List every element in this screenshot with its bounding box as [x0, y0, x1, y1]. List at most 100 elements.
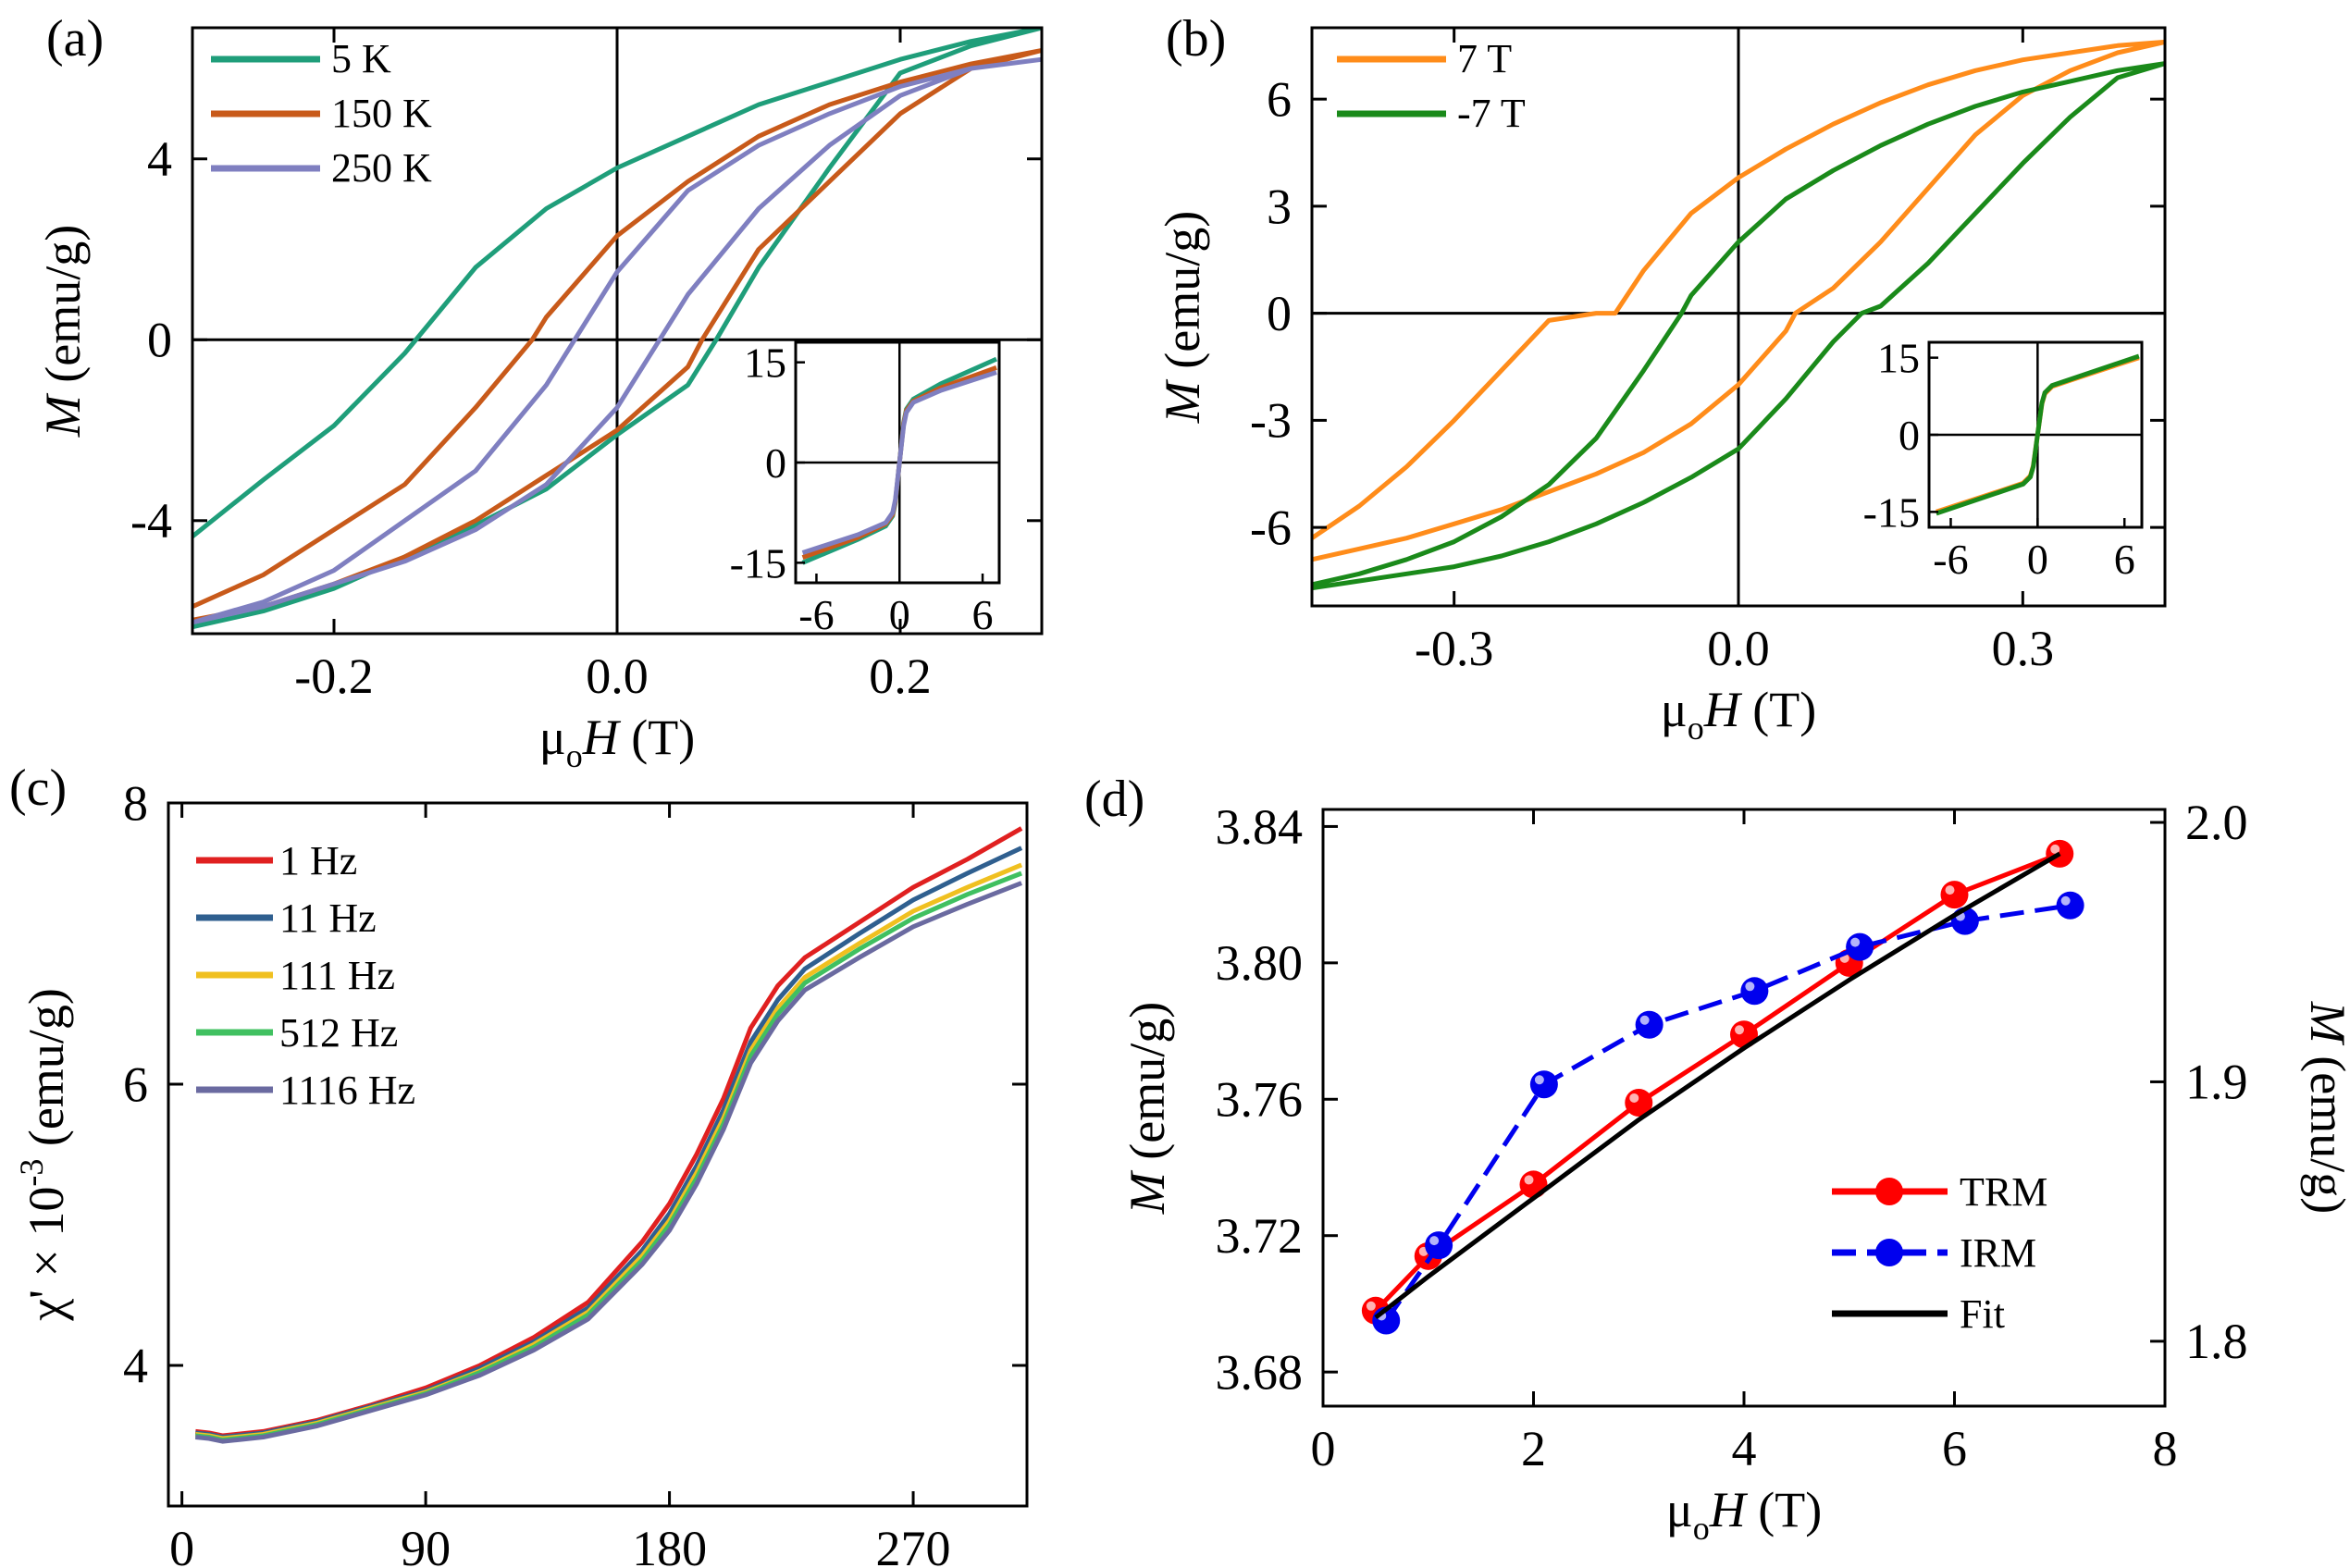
inset-x-tick-label: 6	[2114, 536, 2135, 583]
series-line-2	[1374, 851, 2061, 1320]
series-line-1	[1312, 61, 2165, 591]
x-tick-label: 0.3	[1992, 621, 2055, 676]
data-point-highlight	[2060, 895, 2071, 906]
y-tick-label: 6	[1267, 72, 1292, 128]
legend-label: -7 T	[1457, 91, 1526, 136]
panel-label: (b)	[1166, 10, 1226, 68]
x-axis-label-unit: (T)	[619, 710, 695, 765]
inset-x-tick-label: 0	[889, 591, 910, 638]
panel-label: (a)	[46, 10, 104, 68]
x-axis-label-sub: o	[1693, 1510, 1710, 1547]
data-point-highlight	[1639, 1015, 1650, 1025]
inset-y-tick-label: 0	[1899, 412, 1920, 459]
x-tick-label: -0.3	[1415, 621, 1493, 676]
inset-x-tick-label: 6	[972, 591, 994, 638]
legend-label: IRM	[1960, 1230, 2036, 1276]
y-axis-label-var: M	[1155, 378, 1210, 424]
y2-tick-label: 1.8	[2185, 1314, 2248, 1369]
legend-label: Fit	[1960, 1291, 2005, 1337]
x-axis-label-unit: (T)	[1746, 1482, 1822, 1537]
x-axis-label: μoH (T)	[1666, 1482, 1822, 1547]
y-tick-label: 3.72	[1216, 1208, 1304, 1264]
legend-label: 111 Hz	[279, 953, 395, 998]
x-tick-label: 2	[1521, 1421, 1546, 1476]
y-axis-label-unit: (emu/g)	[19, 988, 74, 1158]
x-tick-label: 0.0	[586, 648, 649, 704]
legend-label: 7 T	[1457, 36, 1512, 81]
data-point	[1740, 977, 1769, 1006]
inset-series-line-1	[1936, 353, 2140, 516]
panel-label: (c)	[9, 759, 67, 817]
data-point	[1940, 881, 1969, 909]
x-tick-label: 0.0	[1707, 621, 1770, 676]
y-tick-label: 3	[1267, 179, 1292, 234]
series-line-2	[195, 862, 1023, 1441]
y-axis-label-var: M	[2300, 1001, 2350, 1046]
legend-label: 1 Hz	[279, 838, 357, 883]
y-tick-label: 4	[147, 131, 172, 187]
plot-frame	[1321, 808, 2167, 1408]
data-point-highlight	[1850, 937, 1861, 947]
inset-y-tick-label: 0	[765, 439, 786, 487]
series-line-1	[192, 47, 1042, 623]
y-axis-label-var: M	[1119, 1169, 1175, 1215]
data-point	[1425, 1231, 1453, 1260]
x-tick-label: 6	[1942, 1421, 1967, 1476]
y-axis-label: M (emu/g)	[2300, 1001, 2350, 1214]
inset-series-line-2	[801, 370, 997, 555]
legend-marker	[1875, 1178, 1903, 1205]
data-point	[1519, 1170, 1548, 1199]
y-axis-label-unit: (emu/g)	[1155, 211, 1210, 381]
y-tick-label: 3.76	[1216, 1072, 1304, 1128]
series-line-1	[1384, 903, 2071, 1322]
x-tick-label: -0.2	[294, 648, 373, 704]
x-axis-label: μoH (T)	[539, 710, 695, 774]
y-tick-label: 3.68	[1216, 1345, 1304, 1401]
y-tick-label: 0	[147, 313, 172, 368]
x-axis-label-var: H	[582, 710, 622, 765]
inset-x-tick-label: -6	[798, 591, 834, 638]
x-axis-label-var: H	[1709, 1482, 1749, 1537]
data-point-highlight	[2050, 844, 2060, 854]
y-axis-label: M (emu/g)	[1155, 211, 1210, 424]
y-tick-label: 3.80	[1216, 935, 1304, 991]
x-tick-label: 0	[169, 1521, 194, 1568]
series-line-0	[192, 28, 1042, 630]
data-point-highlight	[1524, 1175, 1534, 1185]
x-axis-label-mu: μ	[1666, 1482, 1693, 1537]
data-point-highlight	[1366, 1301, 1376, 1311]
panel-label: (d)	[1084, 771, 1144, 828]
plot-frame	[167, 801, 1029, 1508]
y-axis-label-unit: (emu/g)	[2300, 1043, 2350, 1214]
data-point	[1635, 1010, 1664, 1039]
legend-label: TRM	[1960, 1169, 2047, 1215]
data-point-highlight	[1534, 1075, 1544, 1085]
x-axis-label-unit: (T)	[1740, 682, 1816, 737]
x-tick-label: 4	[1732, 1421, 1757, 1476]
inset-x-tick-label: -6	[1933, 536, 1968, 583]
y-tick-label: 0	[1267, 286, 1292, 341]
y-axis-label: M (emu/g)	[1119, 1002, 1175, 1215]
data-point	[1846, 932, 1874, 961]
inset-x-tick-label: 0	[2027, 536, 2048, 583]
data-point-highlight	[1945, 885, 1955, 895]
legend-marker	[1875, 1239, 1903, 1266]
x-tick-label: 180	[632, 1521, 707, 1568]
data-point-highlight	[1735, 1025, 1744, 1035]
legend-label: 250 K	[331, 145, 432, 191]
x-axis-label-sub: o	[1688, 710, 1704, 747]
y2-tick-label: 1.9	[2185, 1054, 2248, 1109]
x-tick-label: 270	[876, 1521, 951, 1568]
x-axis-label-mu: μ	[539, 710, 566, 765]
y-axis-label-var: M	[35, 392, 91, 438]
x-axis-label-var: H	[1703, 682, 1743, 737]
y-axis-label-unit: (emu/g)	[35, 225, 91, 395]
data-point	[1529, 1070, 1558, 1099]
data-point-highlight	[1629, 1093, 1639, 1103]
y-axis-label-unit: (emu/g)	[1119, 1002, 1175, 1172]
y-axis-label-chi: χ' × 10	[19, 1187, 74, 1322]
x-tick-label: 0.2	[869, 648, 932, 704]
data-point-highlight	[1745, 982, 1755, 992]
legend-label: 150 K	[331, 91, 432, 136]
